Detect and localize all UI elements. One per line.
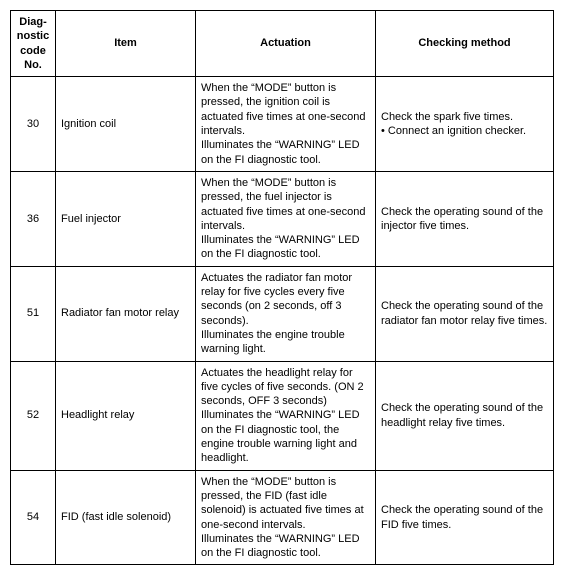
col-header-code: Diag- nostic code No. (11, 11, 56, 77)
col-header-item: Item (56, 11, 196, 77)
cell-checking: Check the operating sound of the radiato… (376, 266, 554, 361)
col-header-checking: Checking method (376, 11, 554, 77)
cell-item: Headlight relay (56, 361, 196, 470)
cell-code: 54 (11, 470, 56, 565)
cell-checking: Check the operating sound of the injecto… (376, 171, 554, 266)
cell-item: Fuel injector (56, 171, 196, 266)
table-header: Diag- nostic code No. Item Actuation Che… (11, 11, 554, 77)
cell-checking: Check the operating sound of the headlig… (376, 361, 554, 470)
table-row: 52 Headlight relay Actuates the headligh… (11, 361, 554, 470)
cell-actuation: Actuates the radiator fan motor relay fo… (196, 266, 376, 361)
table-row: 36 Fuel injector When the “MODE” button … (11, 171, 554, 266)
cell-checking: Check the operating sound of the FID fiv… (376, 470, 554, 565)
table-row: 54 FID (fast idle solenoid) When the “MO… (11, 470, 554, 565)
cell-code: 52 (11, 361, 56, 470)
cell-item: FID (fast idle solenoid) (56, 470, 196, 565)
cell-code: 30 (11, 77, 56, 172)
cell-actuation: When the “MODE” button is pressed, the F… (196, 470, 376, 565)
cell-actuation: When the “MODE” button is pressed, the i… (196, 77, 376, 172)
cell-item: Radiator fan motor relay (56, 266, 196, 361)
table-header-row: Diag- nostic code No. Item Actuation Che… (11, 11, 554, 77)
col-header-actuation: Actuation (196, 11, 376, 77)
diagnostic-code-table: Diag- nostic code No. Item Actuation Che… (10, 10, 554, 565)
table-row: 51 Radiator fan motor relay Actuates the… (11, 266, 554, 361)
cell-item: Ignition coil (56, 77, 196, 172)
table-row: 30 Ignition coil When the “MODE” button … (11, 77, 554, 172)
table-body: 30 Ignition coil When the “MODE” button … (11, 77, 554, 565)
cell-checking: Check the spark five times. • Connect an… (376, 77, 554, 172)
cell-actuation: Actuates the headlight relay for five cy… (196, 361, 376, 470)
cell-code: 51 (11, 266, 56, 361)
cell-code: 36 (11, 171, 56, 266)
cell-actuation: When the “MODE” button is pressed, the f… (196, 171, 376, 266)
